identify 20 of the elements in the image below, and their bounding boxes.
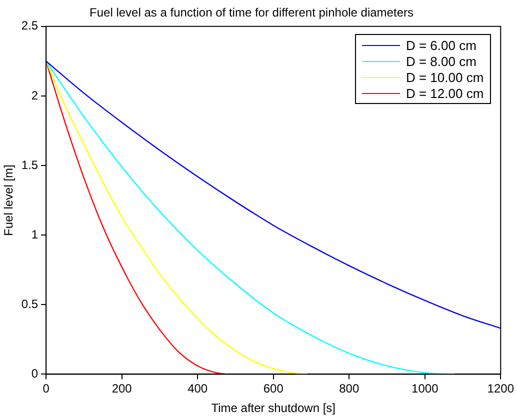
x-tick-label: 600 <box>263 382 284 396</box>
chart-title: Fuel level as a function of time for different pinhole diameters <box>90 6 414 20</box>
legend-label: D = 12.00 cm <box>406 86 484 101</box>
x-tick-label: 400 <box>188 382 208 396</box>
y-tick-label: 1.5 <box>21 158 38 172</box>
y-tick-label: 0 <box>31 366 38 381</box>
y-tick-label: 2.5 <box>21 18 38 33</box>
legend-label: D = 10.00 cm <box>406 70 484 85</box>
x-tick-label: 200 <box>112 382 132 396</box>
x-axis-title: Time after shutdown [s] <box>211 401 336 416</box>
legend-label: D = 6.00 cm <box>406 38 476 53</box>
y-tick-label: 2 <box>31 88 38 102</box>
y-tick-label: 0.5 <box>21 296 38 311</box>
x-tick-label: 0 <box>42 382 50 396</box>
x-tick-label: 1000 <box>412 382 439 396</box>
x-tick-label: 1200 <box>487 382 514 396</box>
y-axis-title: Fuel level [m] <box>2 164 16 236</box>
x-tick-label: 800 <box>339 382 360 396</box>
y-tick-label: 1 <box>31 227 38 242</box>
legend-label: D = 8.00 cm <box>406 54 476 69</box>
